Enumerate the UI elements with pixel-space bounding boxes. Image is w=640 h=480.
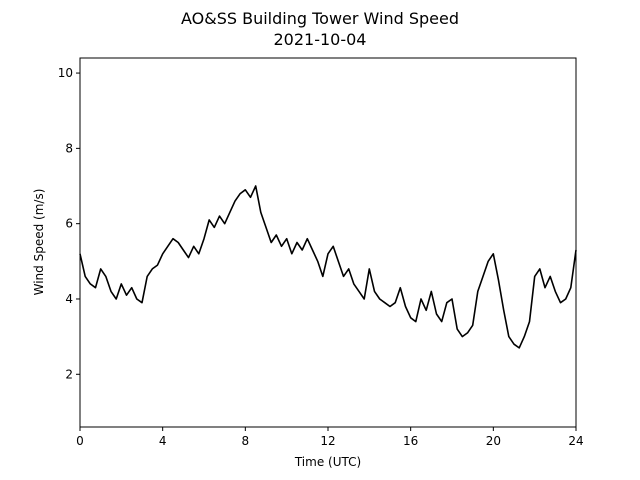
x-tick-label: 4 xyxy=(159,434,167,448)
chart-subtitle: 2021-10-04 xyxy=(274,30,367,49)
series-line xyxy=(79,185,577,349)
x-tick-label: 24 xyxy=(568,434,583,448)
x-axis-label: Time (UTC) xyxy=(294,455,361,469)
plot-frame xyxy=(79,57,577,428)
x-tick-label: 8 xyxy=(242,434,250,448)
plot-area xyxy=(79,185,577,349)
y-tick-label: 6 xyxy=(65,217,73,231)
y-axis-ticks: 2 4 6 8 10 xyxy=(58,66,80,381)
y-tick-label: 10 xyxy=(58,66,73,80)
x-tick-label: 12 xyxy=(320,434,335,448)
x-tick-label: 0 xyxy=(76,434,84,448)
chart-title: AO&SS Building Tower Wind Speed xyxy=(181,9,459,28)
y-tick-label: 8 xyxy=(65,141,73,155)
x-axis-ticks: 0 4 8 12 16 20 24 xyxy=(76,427,584,448)
y-tick-label: 4 xyxy=(65,292,73,306)
x-tick-label: 16 xyxy=(403,434,418,448)
y-axis-label: Wind Speed (m/s) xyxy=(32,189,46,296)
y-tick-label: 2 xyxy=(65,367,73,381)
x-tick-label: 20 xyxy=(486,434,501,448)
